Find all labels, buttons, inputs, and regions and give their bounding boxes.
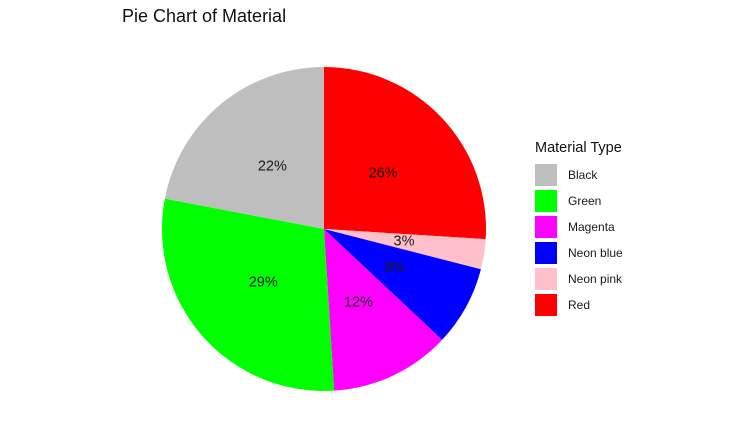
chart-title: Pie Chart of Material [122, 6, 287, 26]
legend-key-neon-pink [535, 268, 557, 290]
pie-slice-red [324, 67, 486, 240]
pie-label-magenta: 12% [344, 294, 373, 310]
legend-key-green [535, 190, 557, 212]
pie-label-green: 29% [249, 275, 278, 291]
legend-key-magenta [535, 216, 557, 238]
legend-item-black: Black [535, 162, 623, 188]
legend-label-magenta: Magenta [568, 220, 615, 234]
legend-title: Material Type [535, 140, 622, 156]
legend-label-neon-blue: Neon blue [568, 246, 623, 260]
legend-items: Black Green Magenta Neon blue Neon pink Red [535, 162, 623, 318]
legend-label-neon-pink: Neon pink [568, 272, 623, 286]
legend-item-neon-pink: Neon pink [535, 266, 623, 292]
legend-key-black [535, 164, 557, 186]
legend: Material Type Black Green Magenta Neon blue… [535, 140, 623, 318]
pie-slice-green [161, 198, 335, 391]
pie-label-neon-blue: 8% [384, 260, 405, 276]
pie-slice-neon-blue [324, 229, 481, 340]
pie-slice-black [164, 67, 324, 229]
legend-label-black: Black [568, 168, 598, 182]
pie-slice-magenta [324, 229, 443, 391]
legend-item-magenta: Magenta [535, 214, 623, 240]
pie-slice-neon-pink [324, 229, 486, 270]
pie-label-red: 26% [369, 166, 398, 182]
pie-label-black: 22% [258, 159, 287, 175]
pie-label-neon-pink: 3% [394, 234, 415, 250]
legend-label-red: Red [568, 298, 591, 312]
legend-key-neon-blue [535, 242, 557, 264]
legend-item-neon-blue: Neon blue [535, 240, 623, 266]
legend-label-green: Green [568, 194, 602, 208]
legend-item-red: Red [535, 292, 623, 318]
legend-item-green: Green [535, 188, 623, 214]
legend-key-red [535, 294, 557, 316]
